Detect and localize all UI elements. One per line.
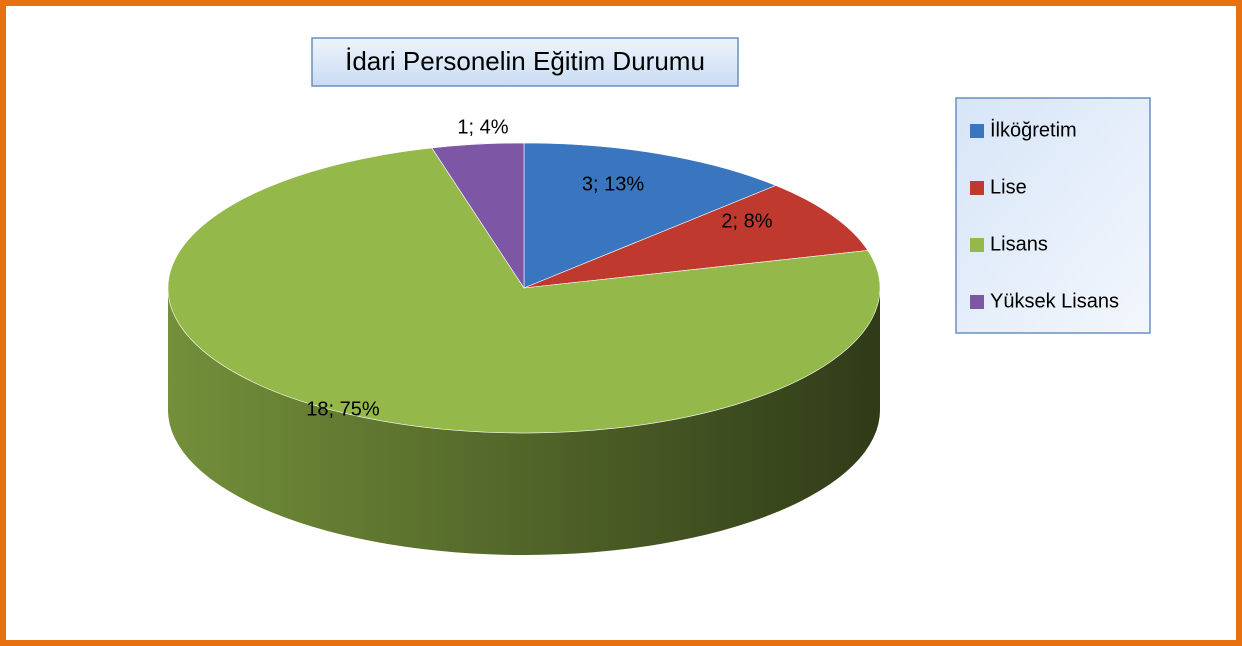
- pie-slice: [167, 147, 881, 434]
- legend-swatch: [970, 124, 984, 138]
- chart-title: İdari Personelin Eğitim Durumu: [345, 46, 705, 76]
- legend-label: Yüksek Lisans: [990, 290, 1119, 312]
- legend-label: Lisans: [990, 233, 1048, 255]
- title-box: [311, 37, 739, 87]
- data-label: 2; 8%: [721, 210, 772, 232]
- pie-slice: [523, 185, 869, 289]
- legend-label: İlköğretim: [990, 118, 1077, 141]
- legend-items: İlköğretim Lise Lisans Yüksek Lisans: [970, 118, 1119, 312]
- data-label: 3; 13%: [582, 173, 644, 195]
- data-label: 1; 4%: [457, 116, 508, 138]
- legend: [955, 97, 1151, 334]
- legend-label: Lise: [990, 176, 1027, 198]
- pie-slice: [523, 142, 777, 289]
- legend-swatch: [970, 181, 984, 195]
- legend-swatch: [970, 238, 984, 252]
- legend-swatch: [970, 295, 984, 309]
- data-label: 18; 75%: [306, 398, 380, 420]
- pie-side-shade: [168, 288, 880, 555]
- pie: 3; 13% 2; 8% 18; 75% 1; 4%: [167, 116, 881, 555]
- pie-slice: [431, 142, 525, 290]
